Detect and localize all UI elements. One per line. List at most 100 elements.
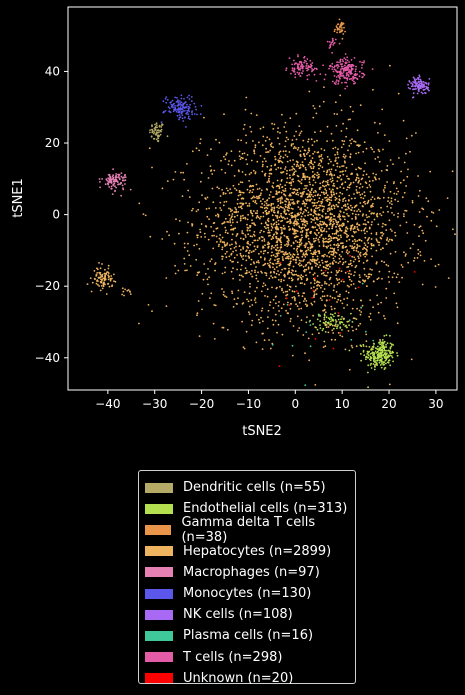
point — [165, 101, 168, 104]
point — [359, 353, 362, 355]
point — [371, 352, 374, 354]
point — [331, 177, 334, 180]
point — [287, 225, 290, 228]
point — [268, 231, 271, 234]
point — [111, 285, 113, 288]
point — [333, 222, 335, 225]
legend-label: NK cells (n=108) — [183, 607, 293, 623]
point — [334, 146, 337, 149]
point — [355, 265, 358, 267]
point — [291, 63, 293, 66]
point — [379, 359, 382, 362]
point — [379, 339, 381, 341]
point — [343, 64, 346, 67]
point — [299, 231, 302, 233]
point — [348, 199, 350, 202]
point — [339, 334, 342, 337]
point — [286, 240, 289, 243]
point — [324, 237, 327, 240]
point — [290, 143, 293, 146]
point — [383, 368, 386, 370]
point — [325, 180, 327, 183]
point — [358, 309, 361, 312]
point — [233, 256, 236, 259]
point — [327, 238, 330, 241]
point — [337, 74, 340, 77]
point — [260, 270, 262, 273]
point — [403, 213, 405, 215]
point — [287, 239, 290, 242]
point — [401, 276, 403, 279]
point — [337, 318, 340, 321]
point — [351, 255, 354, 258]
point — [357, 286, 360, 289]
point — [387, 359, 390, 362]
point — [316, 281, 318, 284]
point — [360, 196, 362, 199]
point — [319, 182, 322, 185]
point — [295, 165, 298, 168]
point — [242, 238, 245, 240]
point — [237, 211, 240, 213]
point — [383, 315, 385, 317]
point — [339, 293, 341, 296]
point — [335, 231, 338, 234]
point — [183, 242, 186, 245]
point — [383, 191, 385, 193]
point — [336, 229, 338, 232]
point — [284, 121, 287, 124]
point — [314, 222, 317, 224]
point — [157, 129, 160, 132]
point — [355, 345, 358, 348]
point — [329, 173, 332, 176]
point — [385, 263, 388, 266]
point — [231, 209, 234, 212]
point — [339, 60, 342, 63]
point — [360, 178, 363, 181]
point — [255, 217, 258, 219]
point — [309, 324, 312, 326]
point — [268, 138, 271, 141]
point — [274, 155, 276, 158]
point — [295, 259, 297, 262]
point — [255, 114, 258, 116]
point — [267, 204, 269, 207]
point — [281, 186, 283, 189]
point — [358, 70, 361, 73]
point — [357, 177, 360, 180]
point — [313, 173, 316, 176]
point — [294, 218, 297, 221]
point — [266, 199, 269, 201]
point — [268, 304, 271, 306]
point — [269, 261, 272, 264]
point — [340, 280, 343, 283]
point — [326, 255, 328, 257]
point — [317, 200, 320, 203]
point — [292, 232, 295, 235]
point — [317, 239, 320, 241]
point — [336, 283, 339, 286]
point — [284, 203, 287, 206]
point — [375, 249, 378, 252]
point — [385, 287, 388, 290]
point — [142, 213, 145, 216]
point — [184, 110, 186, 112]
point — [117, 183, 119, 186]
plot-frame — [67, 6, 458, 391]
point — [382, 233, 385, 235]
point — [315, 262, 317, 265]
point — [99, 181, 101, 183]
point — [289, 228, 291, 231]
point — [337, 298, 340, 301]
point — [366, 246, 369, 248]
point — [315, 259, 317, 262]
point — [341, 165, 343, 168]
point — [286, 290, 289, 293]
point — [331, 41, 334, 44]
point — [369, 359, 372, 362]
point — [290, 72, 292, 75]
legend-item: Gamma delta T cells (n=38) — [145, 515, 355, 545]
point — [257, 260, 260, 262]
point — [235, 208, 238, 211]
point — [302, 193, 305, 195]
